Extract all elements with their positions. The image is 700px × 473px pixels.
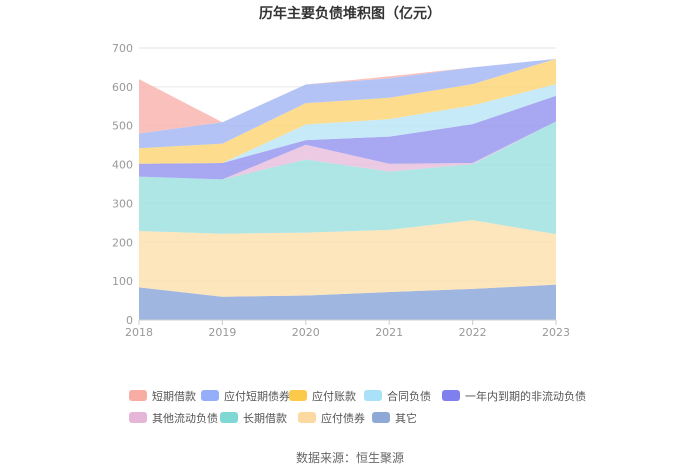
legend-label: 合同负债 <box>387 389 431 403</box>
y-tick-label: 600 <box>112 81 133 94</box>
legend-item[interactable]: 其它 <box>372 411 417 425</box>
legend-item[interactable]: 应付账款 <box>289 389 356 403</box>
x-tick-label: 2020 <box>292 326 320 339</box>
area-series-短期借款[interactable] <box>139 58 556 134</box>
legend-swatch <box>442 390 460 401</box>
legend-label: 一年内到期的非流动负债 <box>465 389 586 403</box>
legend-label: 其他流动负债 <box>152 411 218 425</box>
area-series-合同负债[interactable] <box>139 84 556 164</box>
y-tick-label: 100 <box>112 275 133 288</box>
area-series-group <box>139 58 556 320</box>
x-tick-label: 2022 <box>459 326 487 339</box>
y-tick-label: 700 <box>112 42 133 55</box>
area-series-应付账款[interactable] <box>139 58 556 164</box>
legend-item[interactable]: 一年内到期的非流动负债 <box>442 389 586 403</box>
y-tick-label: 0 <box>126 314 133 327</box>
legend-swatch <box>372 412 390 423</box>
legend-label: 长期借款 <box>243 411 287 425</box>
legend-label: 应付短期债券 <box>224 389 290 403</box>
x-tick-label: 2018 <box>125 326 153 339</box>
area-series-长期借款[interactable] <box>139 121 556 235</box>
legend-swatch <box>129 390 147 401</box>
area-series-一年内到期的非流动负债[interactable] <box>139 95 556 180</box>
legend-swatch <box>201 390 219 401</box>
legend-item[interactable]: 长期借款 <box>220 411 287 425</box>
area-series-其他流动负债[interactable] <box>139 121 556 180</box>
x-tick-label: 2023 <box>542 326 570 339</box>
legend-swatch <box>298 412 316 423</box>
area-series-应付短期债券[interactable] <box>139 58 556 149</box>
legend-label: 短期借款 <box>152 389 196 403</box>
axes: 0 100 200 300 400 500 600 700 2018 2019 2020 2021 20… <box>112 42 570 339</box>
y-tick-label: 200 <box>112 236 133 249</box>
y-tick-label: 300 <box>112 197 133 210</box>
legend-item[interactable]: 应付短期债券 <box>201 389 290 403</box>
area-series-其它[interactable] <box>139 284 556 320</box>
legend-label: 应付账款 <box>312 389 356 403</box>
legend-swatch <box>289 390 307 401</box>
legend-item[interactable]: 应付债券 <box>298 411 365 425</box>
legend-label: 其它 <box>395 411 417 425</box>
legend-item[interactable]: 合同负债 <box>364 389 431 403</box>
x-tick-label: 2021 <box>375 326 403 339</box>
data-source-note: 数据来源：恒生聚源 <box>296 450 404 465</box>
legend-swatch <box>220 412 238 423</box>
y-tick-label: 400 <box>112 159 133 172</box>
legend-label: 应付债券 <box>321 411 365 425</box>
y-tick-label: 500 <box>112 120 133 133</box>
legend-item[interactable]: 短期借款 <box>129 389 196 403</box>
legend-item[interactable]: 其他流动负债 <box>129 411 218 425</box>
legend-swatch <box>364 390 382 401</box>
legend-swatch <box>129 412 147 423</box>
chart-title: 历年主要负债堆积图（亿元） <box>259 5 441 22</box>
area-series-应付债券[interactable] <box>139 220 556 297</box>
x-tick-label: 2019 <box>208 326 236 339</box>
